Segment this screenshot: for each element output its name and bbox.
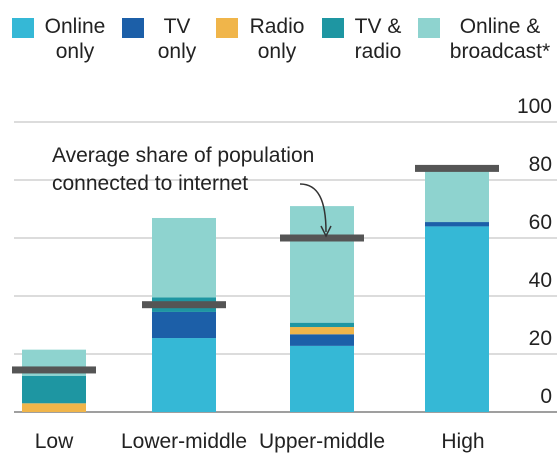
- y-tick-label: 100: [517, 95, 552, 118]
- bar-segment: [152, 217, 216, 298]
- bar-segment: [290, 334, 354, 346]
- marker: [280, 234, 364, 242]
- annotation-line: Average share of population: [52, 144, 314, 167]
- bar-segment: [425, 222, 489, 227]
- legend-swatch: [12, 18, 34, 38]
- legend: Online only TV only Radio only TV & radio On…: [12, 14, 557, 64]
- bar-segment: [22, 403, 86, 412]
- y-tick-label: 20: [529, 327, 552, 350]
- legend-item: TV & radio: [322, 14, 408, 64]
- bar-segment: [290, 327, 354, 335]
- marker: [12, 366, 96, 374]
- annotation-arrow: [299, 183, 327, 233]
- legend-swatch: [418, 18, 440, 38]
- y-tick-label: 0: [540, 385, 552, 408]
- annotation-line: connected to internet: [52, 172, 248, 195]
- legend-swatch: [122, 18, 144, 38]
- legend-item: TV only: [122, 14, 206, 64]
- bar-segment: [425, 168, 489, 223]
- legend-label: Online & broadcast*: [449, 15, 551, 63]
- y-tick-label: 60: [529, 211, 552, 234]
- bar-segment: [152, 338, 216, 412]
- legend-swatch: [216, 18, 238, 38]
- bar-segment: [290, 322, 354, 328]
- legend-item: Online only: [12, 14, 112, 64]
- bar-segment: [152, 311, 216, 339]
- x-tick-label: High: [441, 430, 484, 453]
- marker: [415, 164, 499, 172]
- bar-segment: [290, 345, 354, 412]
- marker: [142, 301, 226, 309]
- bars: Low Lower-middle Upper-middle High: [12, 164, 499, 453]
- legend-label: TV only: [157, 15, 197, 63]
- bar-segment: [425, 226, 489, 412]
- annotation-arrowhead: [320, 225, 332, 238]
- y-tick-label: 40: [529, 269, 552, 292]
- legend-label: TV & radio: [354, 15, 402, 63]
- legend-label: Online only: [44, 15, 106, 63]
- legend-label: Radio only: [249, 15, 305, 63]
- x-tick-label: Low: [35, 430, 74, 453]
- y-tick-label: 80: [529, 153, 552, 176]
- x-tick-label: Lower-middle: [121, 430, 247, 453]
- bar-segment: [22, 375, 86, 404]
- bar-segment: [290, 206, 354, 323]
- legend-item: Radio only: [216, 14, 312, 64]
- legend-item: Online & broadcast*: [418, 14, 556, 64]
- x-tick-label: Upper-middle: [259, 430, 385, 453]
- legend-swatch: [322, 18, 344, 38]
